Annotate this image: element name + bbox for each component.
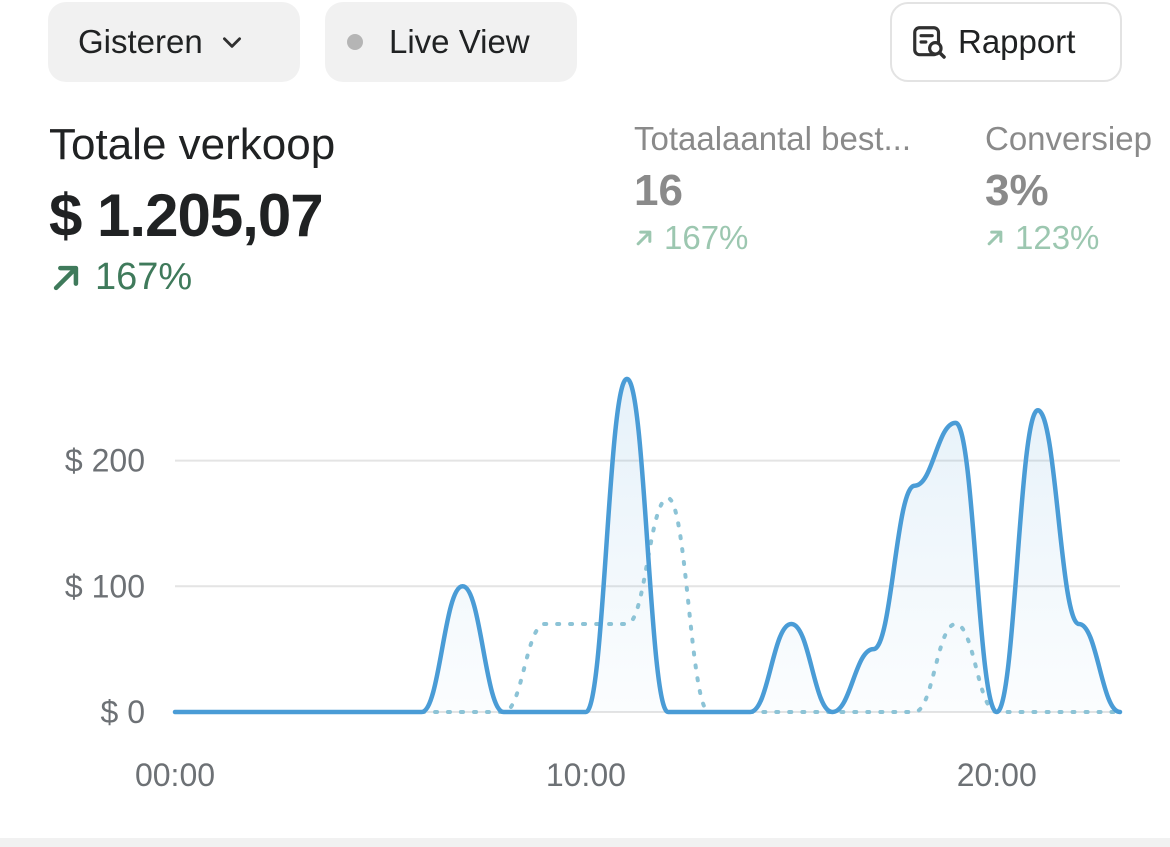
conversion-delta-value: 123% [1015,219,1100,256]
total-sales-delta-value: 167% [95,256,193,298]
x-tick-label: 20:00 [957,757,1037,793]
live-view-label: Live View [389,23,530,60]
chevron-down-icon [222,37,241,48]
total-orders-value: 16 [634,166,683,215]
y-tick-label: $ 100 [65,568,145,604]
x-tick-label: 00:00 [135,757,215,793]
footer-divider [0,838,1170,847]
total-orders-delta-value: 167% [664,219,749,256]
total-sales-value: $ 1.205,07 [49,182,324,249]
report-search-icon [913,26,946,59]
conversion-delta: 123% [985,218,1170,258]
conversion-value: 3% [985,166,1049,215]
arrow-up-right-icon [636,230,652,246]
total-orders-metric[interactable]: Totaalaantal best... 16 167% [634,118,964,258]
x-tick-label: 10:00 [546,757,626,793]
y-tick-label: $ 200 [65,443,145,479]
period-selector-button[interactable]: Gisteren [48,2,300,82]
conversion-metric[interactable]: Conversiep 3% 123% [985,118,1170,258]
report-button[interactable]: Rapport [890,2,1122,82]
series-line-current [172,376,1123,715]
total-sales-label: Totale verkoop [49,120,336,169]
period-selector-label: Gisteren [78,23,203,60]
total-orders-label: Totaalaantal best... [634,120,912,157]
live-view-button[interactable]: Live View [325,2,577,82]
report-label: Rapport [958,23,1076,60]
total-sales-delta: 167% [49,256,335,299]
sales-chart: $ 0 $ 100 $ 200 00:00 10:00 20:00 [65,376,1123,793]
status-dot-icon [347,34,363,50]
arrow-up-right-icon [53,265,79,290]
arrow-up-right-icon [987,230,1003,246]
conversion-label: Conversiep [985,120,1152,157]
y-tick-label: $ 0 [101,694,145,730]
total-orders-delta: 167% [634,218,964,258]
total-sales-metric[interactable]: Totale verkoop $ 1.205,07 167% [49,118,335,299]
